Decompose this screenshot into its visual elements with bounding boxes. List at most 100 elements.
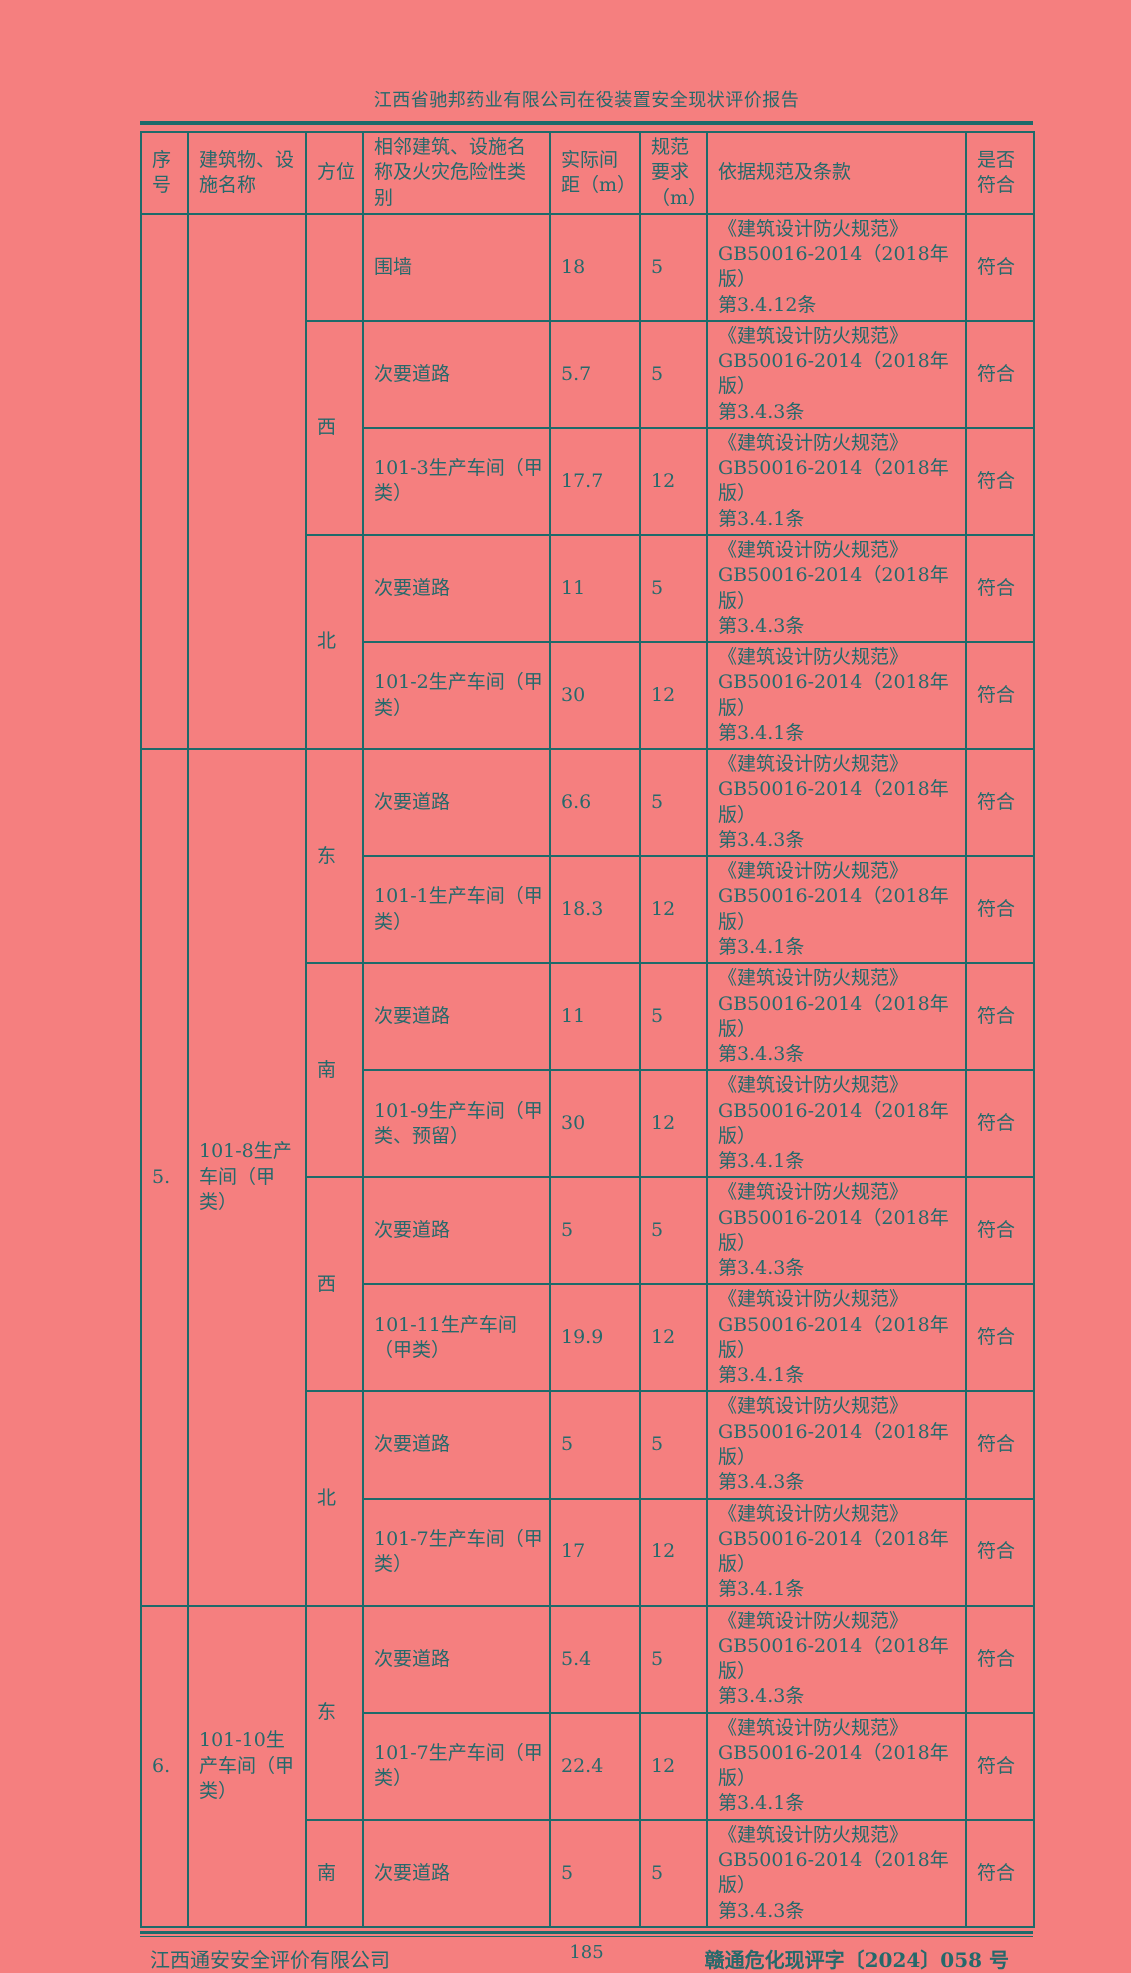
cell-basis: 《建筑设计防火规范》 GB50016-2014（2018年版） 第3.4.3条 (706, 1390, 967, 1500)
cell-adjacent: 101-3生产车间（甲 类） (362, 426, 551, 536)
cell-adjacent: 101-11生产车间 （甲类） (362, 1283, 551, 1393)
cell-adjacent: 次要道路 (362, 962, 551, 1072)
cell-basis: 《建筑设计防火规范》 GB50016-2014（2018年版） 第3.4.1条 (706, 855, 967, 965)
cell-basis: 《建筑设计防火规范》 GB50016-2014（2018年版） 第3.4.1条 (706, 1497, 967, 1607)
cell-basis: 《建筑设计防火规范》 GB50016-2014（2018年版） 第3.4.1条 (706, 1283, 967, 1393)
cell-actual: 5 (549, 1818, 641, 1928)
cell-compliant: 符合 (965, 533, 1035, 644)
cell-direction: 东 (305, 748, 364, 965)
cell-required: 5 (639, 1818, 708, 1928)
cell-adjacent: 101-2生产车间（甲 类） (362, 641, 551, 751)
cell-compliant: 符合 (965, 748, 1035, 858)
cell-adjacent: 次要道路 (362, 1604, 551, 1714)
header-direction: 方位 (305, 131, 364, 215)
cell-direction: 南 (305, 1818, 364, 1928)
cell-direction: 北 (305, 533, 364, 751)
cell-basis: 《建筑设计防火规范》 GB50016-2014（2018年版） 第3.4.12条 (706, 212, 967, 322)
report-page: 江西省驰邦药业有限公司在役装置安全现状评价报告 序 号 建筑物、设 施名称 方位… (140, 86, 1035, 1973)
cell-compliant: 符合 (965, 1283, 1035, 1393)
cell-compliant: 符合 (965, 1497, 1035, 1607)
table-row: 北 次要道路 11 5 《建筑设计防火规范》 GB50016-2014（2018… (141, 533, 1035, 751)
cell-seq: 5. (140, 748, 189, 1607)
footer-rule (140, 1930, 1033, 1937)
table-row: 101-7生产车间（甲 类） 17 12 《建筑设计防火规范》 GB50016-… (141, 1497, 1035, 1607)
cell-required: 12 (639, 641, 708, 751)
cell-direction: 西 (305, 1176, 364, 1393)
cell-direction: 东 (305, 1604, 364, 1821)
footer-company: 江西通安安全评价有限公司 (150, 1947, 390, 1972)
cell-compliant: 符合 (965, 962, 1035, 1072)
cell-adjacent: 次要道路 (362, 1818, 551, 1928)
cell-basis: 《建筑设计防火规范》 GB50016-2014（2018年版） 第3.4.3条 (706, 748, 967, 858)
cell-adjacent: 次要道路 (362, 533, 551, 644)
table-row: 北 次要道路 5 5 《建筑设计防火规范》 GB50016-2014（2018年… (141, 1390, 1035, 1607)
header-basis: 依据规范及条款 (706, 131, 967, 215)
cell-compliant: 符合 (965, 319, 1035, 429)
cell-basis: 《建筑设计防火规范》 GB50016-2014（2018年版） 第3.4.3条 (706, 1604, 967, 1714)
cell-required: 12 (639, 855, 708, 965)
cell-required: 5 (639, 1604, 708, 1714)
cell-basis: 《建筑设计防火规范》 GB50016-2014（2018年版） 第3.4.3条 (706, 1818, 967, 1928)
cell-basis: 《建筑设计防火规范》 GB50016-2014（2018年版） 第3.4.3条 (706, 1176, 967, 1286)
cell-compliant: 符合 (965, 855, 1035, 965)
cell-direction: 北 (305, 1390, 364, 1607)
cell-actual: 6.6 (549, 748, 641, 858)
cell-adjacent: 101-9生产车间（甲 类、预留） (362, 1069, 551, 1179)
cell-required: 12 (639, 1069, 708, 1179)
cell-actual: 17.7 (549, 426, 641, 536)
cell-basis: 《建筑设计防火规范》 GB50016-2014（2018年版） 第3.4.3条 (706, 533, 967, 644)
fire-separation-table: 序 号 建筑物、设 施名称 方位 相邻建筑、设施名 称及火灾危险性类 别 实际间… (140, 131, 1035, 1928)
cell-name: 101-10生 产车间（甲 类） (187, 1604, 307, 1928)
cell-name: 101-8生产 车间（甲 类） (187, 748, 307, 1607)
cell-required: 5 (639, 533, 708, 644)
cell-compliant: 符合 (965, 641, 1035, 751)
cell-required: 5 (639, 212, 708, 322)
cell-compliant: 符合 (965, 1069, 1035, 1179)
table-row: 101-1生产车间（甲 类） 18.3 12 《建筑设计防火规范》 GB5001… (141, 855, 1035, 965)
cell-required: 5 (639, 1176, 708, 1286)
header-required: 规范 要求 （m） (639, 131, 708, 215)
cell-compliant: 符合 (965, 426, 1035, 536)
header-compliant: 是否 符合 (965, 131, 1035, 215)
header-seq: 序 号 (140, 131, 189, 215)
cell-name (187, 212, 307, 751)
cell-basis: 《建筑设计防火规范》 GB50016-2014（2018年版） 第3.4.3条 (706, 962, 967, 1072)
table-row: 5. 101-8生产 车间（甲 类） 东 次要道路 6.6 5 《建筑设计防火规… (140, 748, 1035, 1607)
cell-basis: 《建筑设计防火规范》 GB50016-2014（2018年版） 第3.4.1条 (706, 1711, 967, 1821)
table-row: 101-11生产车间 （甲类） 19.9 12 《建筑设计防火规范》 GB500… (141, 1283, 1035, 1393)
cell-adjacent: 101-1生产车间（甲 类） (362, 855, 551, 965)
cell-adjacent: 101-7生产车间（甲 类） (362, 1711, 551, 1821)
table-header-row: 序 号 建筑物、设 施名称 方位 相邻建筑、设施名 称及火灾危险性类 别 实际间… (140, 131, 1035, 215)
table-row: 6. 101-10生 产车间（甲 类） 东 次要道路 5.4 5 《建筑设计防火… (140, 1604, 1035, 1928)
page-header-title: 江西省驰邦药业有限公司在役装置安全现状评价报告 (373, 90, 800, 111)
cell-basis: 《建筑设计防火规范》 GB50016-2014（2018年版） 第3.4.1条 (706, 641, 967, 751)
cell-compliant: 符合 (965, 1604, 1035, 1714)
header-actual: 实际间 距（m） (549, 131, 641, 215)
cell-required: 12 (639, 1283, 708, 1393)
cell-actual: 30 (549, 1069, 641, 1179)
cell-seq: 6. (140, 1604, 189, 1928)
table-row: 101-3生产车间（甲 类） 17.7 12 《建筑设计防火规范》 GB5001… (141, 426, 1035, 536)
cell-required: 5 (639, 1390, 708, 1500)
cell-actual: 5 (549, 1390, 641, 1500)
cell-adjacent: 次要道路 (362, 319, 551, 429)
cell-actual: 5.7 (549, 319, 641, 429)
cell-required: 5 (639, 962, 708, 1072)
cell-actual: 18 (549, 212, 641, 322)
cell-adjacent: 次要道路 (362, 1176, 551, 1286)
header-name: 建筑物、设 施名称 (187, 131, 307, 215)
cell-compliant: 符合 (965, 1711, 1035, 1821)
page-footer: 江西通安安全评价有限公司 185 赣通危化现评字〔2024〕058 号 (140, 1941, 1033, 1973)
cell-actual: 22.4 (549, 1711, 641, 1821)
table-row: 围墙 18 5 《建筑设计防火规范》 GB50016-2014（2018年版） … (140, 212, 1035, 751)
cell-seq (140, 212, 189, 751)
cell-compliant: 符合 (965, 1176, 1035, 1286)
table-row: 南 次要道路 11 5 《建筑设计防火规范》 GB50016-2014（2018… (141, 962, 1035, 1179)
cell-compliant: 符合 (965, 1390, 1035, 1500)
cell-required: 5 (639, 748, 708, 858)
table-row: 101-2生产车间（甲 类） 30 12 《建筑设计防火规范》 GB50016-… (141, 641, 1035, 751)
table-row: 西 次要道路 5.7 5 《建筑设计防火规范》 GB50016-2014（201… (141, 319, 1035, 536)
cell-actual: 19.9 (549, 1283, 641, 1393)
footer-page-number: 185 (569, 1941, 604, 1963)
cell-actual: 17 (549, 1497, 641, 1607)
